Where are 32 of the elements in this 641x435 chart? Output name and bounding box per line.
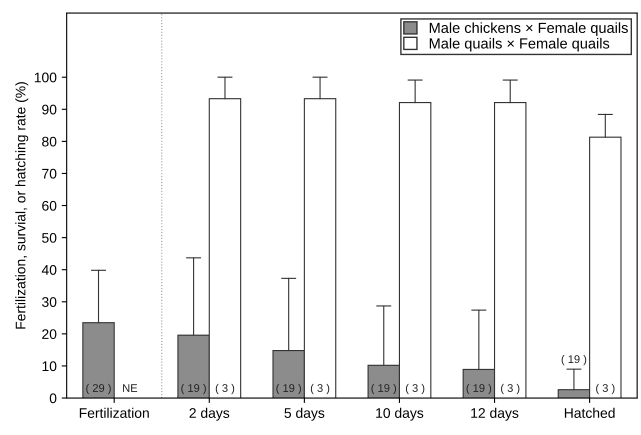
annotation: ( 19 ) — [371, 384, 396, 394]
y-axis-title: Fertilization, survial, or hatching rate (%) — [15, 82, 28, 329]
annotation: ( 19 ) — [276, 384, 301, 394]
annotation: ( 29 ) — [86, 384, 111, 394]
annotation: ( 19 ) — [181, 384, 206, 394]
y-tick-label: 80 — [42, 136, 56, 147]
y-tick-label: 90 — [42, 104, 56, 114]
annotation: ( 3 ) — [596, 384, 614, 394]
x-tick-label: 12 days — [471, 408, 518, 421]
x-tick-label: Hatched — [564, 408, 615, 418]
y-tick-label: 70 — [42, 168, 56, 179]
y-tick-label: 100 — [34, 72, 56, 82]
y-tick-label: 50 — [42, 232, 56, 243]
x-tick-label: 5 days — [284, 408, 324, 421]
legend-label: Male chickens × Female quails — [430, 22, 628, 36]
y-tick-label: 10 — [42, 361, 56, 372]
legend-label: Male quails × Female quails — [430, 38, 610, 52]
y-tick-label: 20 — [42, 329, 56, 340]
x-tick-label: 10 days — [376, 408, 424, 421]
annotation: ( 3 ) — [406, 384, 424, 394]
annotation: ( 19 ) — [466, 384, 492, 394]
y-tick-label: 60 — [42, 200, 56, 211]
annotation: ( 3 ) — [216, 384, 234, 394]
y-tick-label: 30 — [42, 297, 56, 307]
annotation: NE — [123, 384, 138, 392]
y-tick-label: 0 — [50, 393, 56, 404]
x-tick-label: 2 days — [190, 408, 230, 421]
annotation: ( 3 ) — [501, 384, 520, 394]
annotation: ( 19 ) — [562, 354, 586, 366]
annotation: ( 3 ) — [310, 384, 330, 394]
y-tick-label: 40 — [42, 265, 56, 275]
x-tick-label: Fertilization — [80, 408, 149, 418]
